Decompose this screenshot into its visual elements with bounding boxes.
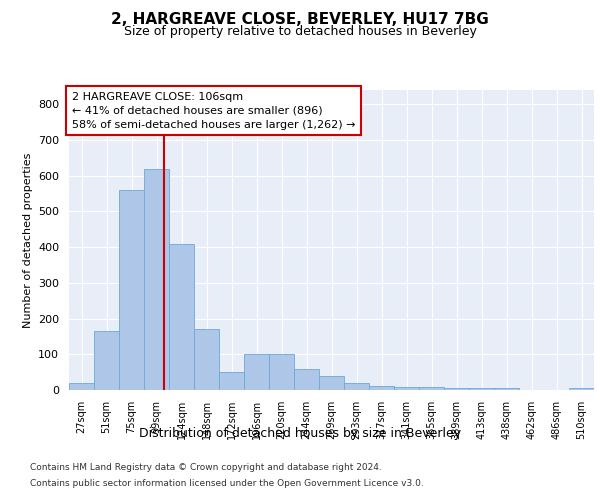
Bar bbox=[94, 331, 119, 390]
Bar bbox=[494, 388, 519, 390]
Bar bbox=[269, 354, 294, 390]
Bar bbox=[469, 388, 494, 390]
Bar bbox=[194, 330, 219, 390]
Bar bbox=[394, 387, 419, 390]
Y-axis label: Number of detached properties: Number of detached properties bbox=[23, 152, 32, 328]
Bar bbox=[294, 368, 319, 390]
Text: Size of property relative to detached houses in Beverley: Size of property relative to detached ho… bbox=[124, 25, 476, 38]
Text: Contains public sector information licensed under the Open Government Licence v3: Contains public sector information licen… bbox=[30, 479, 424, 488]
Bar bbox=[344, 383, 369, 390]
Bar bbox=[569, 388, 594, 390]
Bar bbox=[144, 168, 169, 390]
Text: Contains HM Land Registry data © Crown copyright and database right 2024.: Contains HM Land Registry data © Crown c… bbox=[30, 462, 382, 471]
Bar bbox=[69, 383, 94, 390]
Bar bbox=[169, 244, 194, 390]
Text: 2 HARGREAVE CLOSE: 106sqm
← 41% of detached houses are smaller (896)
58% of semi: 2 HARGREAVE CLOSE: 106sqm ← 41% of detac… bbox=[71, 92, 355, 130]
Bar bbox=[219, 372, 244, 390]
Bar bbox=[244, 354, 269, 390]
Bar bbox=[419, 387, 444, 390]
Bar bbox=[444, 388, 469, 390]
Bar bbox=[319, 376, 344, 390]
Bar bbox=[369, 386, 394, 390]
Text: Distribution of detached houses by size in Beverley: Distribution of detached houses by size … bbox=[139, 428, 461, 440]
Text: 2, HARGREAVE CLOSE, BEVERLEY, HU17 7BG: 2, HARGREAVE CLOSE, BEVERLEY, HU17 7BG bbox=[111, 12, 489, 28]
Bar bbox=[119, 190, 144, 390]
